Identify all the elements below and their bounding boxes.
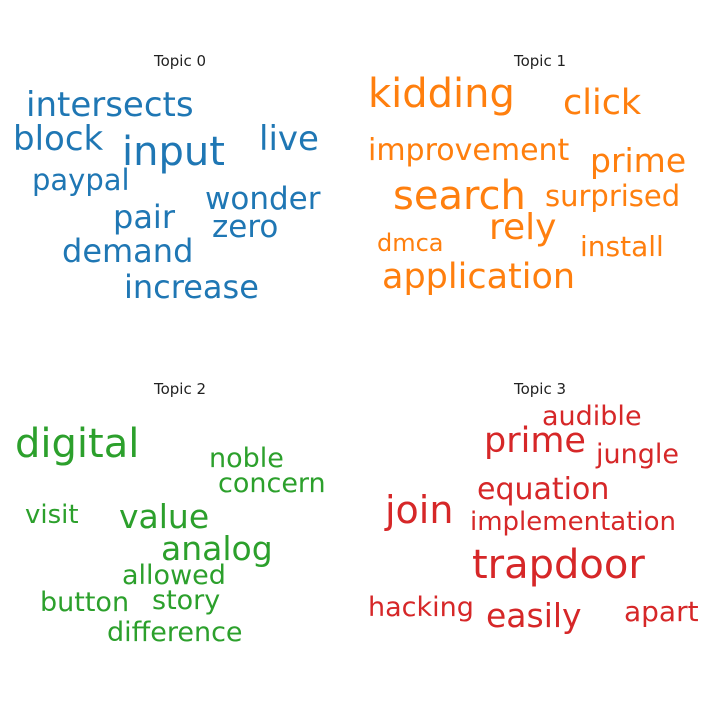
word-rely: rely (489, 207, 557, 248)
topic-1-panel: Topic 1 kidding click improvement prime … (360, 0, 720, 360)
word-visit: visit (25, 500, 79, 530)
word-kidding: kidding (368, 71, 515, 117)
topic-2-title: Topic 2 (153, 380, 207, 398)
word-input: input (122, 129, 225, 175)
word-surprised: surprised (545, 179, 681, 213)
word-analog: analog (161, 529, 273, 568)
word-difference: difference (107, 617, 243, 648)
word-audible: audible (542, 401, 642, 432)
word-story: story (152, 585, 221, 616)
word-live: live (259, 119, 319, 159)
word-trapdoor: trapdoor (472, 542, 645, 588)
word-join: join (385, 488, 454, 532)
word-apart: apart (624, 595, 699, 628)
word-intersects: intersects (26, 85, 194, 125)
word-click: click (563, 83, 642, 123)
word-value: value (119, 497, 210, 536)
topic-3-panel: Topic 3 audible prime jungle equation jo… (360, 328, 720, 688)
word-easily: easily (486, 596, 582, 635)
word-block: block (13, 119, 104, 159)
word-equation: equation (477, 472, 610, 507)
word-concern: concern (218, 468, 326, 499)
word-hacking: hacking (368, 592, 474, 623)
word-allowed: allowed (122, 560, 226, 591)
topic-2-panel: Topic 2 digital noble concern visit valu… (0, 328, 360, 688)
word-search: search (393, 173, 526, 219)
word-jungle: jungle (596, 439, 679, 470)
word-dmca: dmca (377, 229, 444, 257)
word-pair: pair (113, 198, 175, 236)
word-noble: noble (209, 443, 284, 474)
topic-1-title: Topic 1 (513, 52, 567, 70)
word-application: application (382, 257, 576, 297)
word-increase: increase (124, 268, 259, 306)
word-prime: prime (590, 141, 687, 180)
topic-0-panel: Topic 0 intersects block input live payp… (0, 0, 360, 360)
word-install: install (580, 230, 664, 263)
word-implementation: implementation (470, 507, 677, 537)
word-prime: prime (484, 421, 586, 461)
word-button: button (40, 587, 130, 618)
word-paypal: paypal (32, 163, 130, 197)
word-improvement: improvement (368, 133, 570, 168)
word-wonder: wonder (205, 181, 321, 217)
topic-3-title: Topic 3 (513, 380, 567, 398)
word-demand: demand (62, 232, 194, 270)
topic-0-title: Topic 0 (153, 52, 207, 70)
word-digital: digital (15, 421, 140, 467)
word-zero: zero (212, 209, 279, 245)
